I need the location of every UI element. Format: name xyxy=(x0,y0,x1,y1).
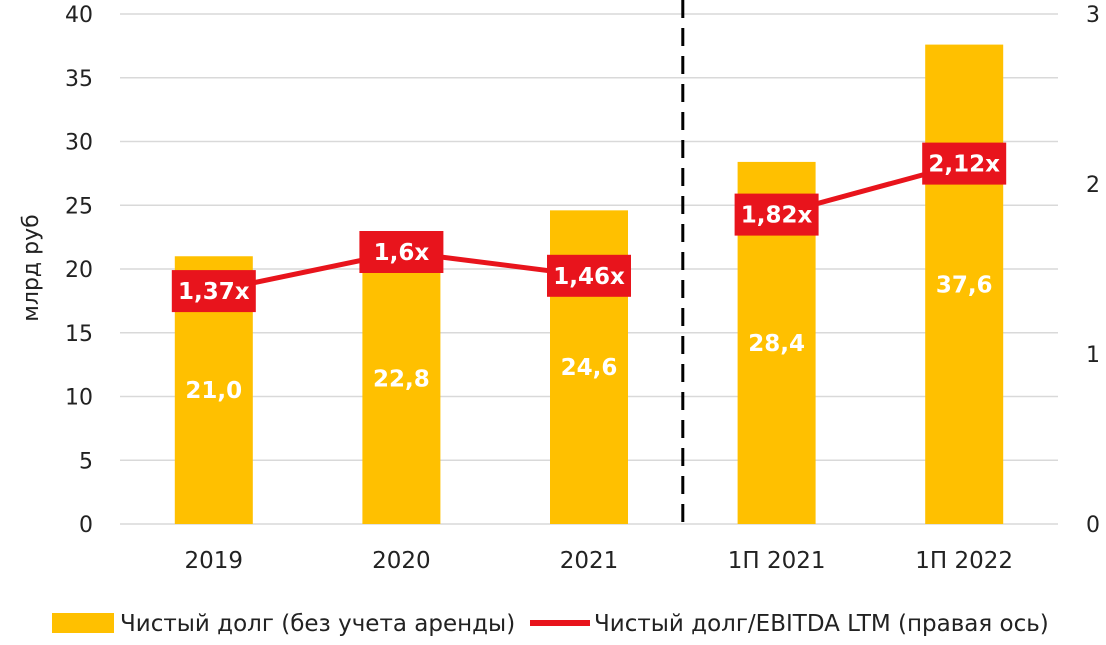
y-tick-label: 30 xyxy=(65,131,93,156)
ratio-data-label: 1,37x xyxy=(178,279,250,305)
ratio-label-box xyxy=(171,270,256,313)
y-axis-label: млрд руб xyxy=(19,214,44,321)
y-tick-label: 35 xyxy=(65,67,93,92)
ratio-data-label: 1,46x xyxy=(553,264,625,290)
y2-tick-label: 0 xyxy=(1086,513,1100,538)
bar-data-label: 28,4 xyxy=(748,331,805,357)
x-tick-label: 1П 2022 xyxy=(915,548,1013,574)
bar xyxy=(362,233,441,525)
legend: Чистый долг (без учета аренды) Чистый дол… xyxy=(52,611,1049,637)
ratio-line: 1,37x 1,6x 1,46x 1,82x 2,12x xyxy=(171,142,1007,313)
y-tick-label: 20 xyxy=(65,258,93,283)
legend-line-label: Чистый долг/EBITDA LTM (правая ось) xyxy=(594,611,1049,637)
ratio-label-box xyxy=(922,142,1007,185)
y-tick-label: 15 xyxy=(65,322,93,347)
x-tick-label: 2021 xyxy=(560,548,619,574)
ratio-data-label: 2,12x xyxy=(928,152,1000,178)
ratio-data-label: 1,6x xyxy=(374,240,430,266)
y2-tick-label: 3 xyxy=(1086,3,1100,28)
axis-ticks: 0 5 10 15 20 25 30 35 40 0 1 2 3 2019 2020 2021 1П 2021 1… xyxy=(65,3,1100,574)
bar xyxy=(925,44,1004,524)
bar-data-label: 37,6 xyxy=(936,272,993,298)
y2-tick-label: 1 xyxy=(1086,343,1100,368)
y-tick-label: 25 xyxy=(65,194,93,219)
ratio-label-box xyxy=(359,231,444,273)
y-tick-label: 0 xyxy=(79,513,93,538)
x-tick-label: 2020 xyxy=(372,548,431,574)
bar-data-label: 21,0 xyxy=(185,378,242,404)
ratio-label-box xyxy=(547,254,631,297)
legend-bar-label: Чистый долг (без учета аренды) xyxy=(120,611,515,637)
x-tick-label: 2019 xyxy=(185,548,244,574)
ratio-label-box xyxy=(734,193,819,236)
ratio-data-label: 1,82x xyxy=(741,203,813,229)
y2-tick-label: 2 xyxy=(1086,173,1100,198)
y-tick-label: 40 xyxy=(65,3,93,28)
x-tick-label: 1П 2021 xyxy=(728,548,826,574)
legend-bar-swatch xyxy=(52,613,114,633)
y-tick-label: 10 xyxy=(65,386,93,411)
y-tick-label: 5 xyxy=(79,449,93,474)
bar-data-label: 24,6 xyxy=(561,355,618,381)
bar-data-label: 22,8 xyxy=(373,367,430,393)
